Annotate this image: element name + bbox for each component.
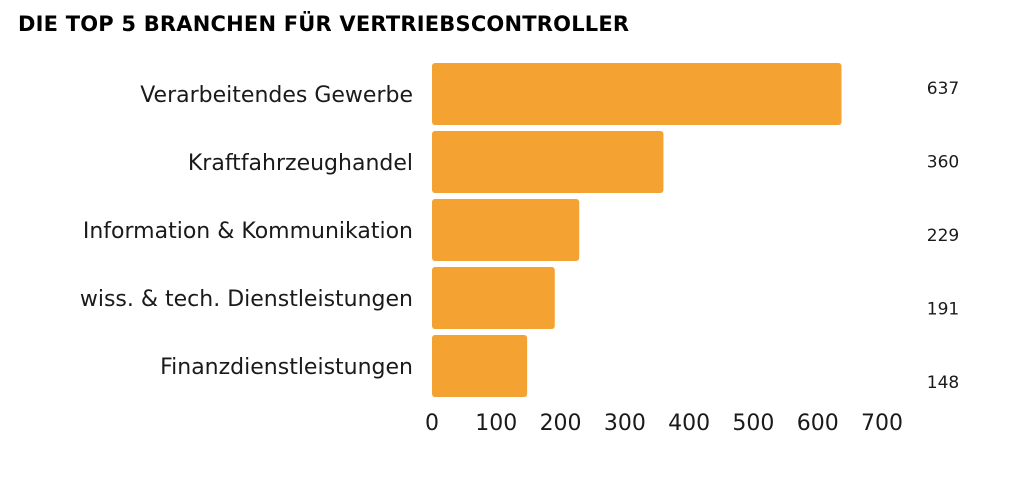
value-labels-group: 637 360 229 191 148 <box>927 79 959 393</box>
x-tick-label: 0 <box>425 411 439 436</box>
category-label: Information & Kommunikation <box>83 219 413 244</box>
x-tick-label: 100 <box>475 411 517 436</box>
value-label: 360 <box>927 153 959 173</box>
x-tick-label: 700 <box>861 411 903 436</box>
value-label: 229 <box>927 226 959 246</box>
bar-0 <box>432 63 842 125</box>
category-labels-group: Verarbeitendes Gewerbe Kraftfahrzeughande… <box>80 83 413 380</box>
category-label: Finanzdienstleistungen <box>160 355 413 380</box>
value-label: 148 <box>927 373 959 393</box>
bar-1 <box>432 131 664 193</box>
category-label: wiss. & tech. Dienstleistungen <box>80 287 413 312</box>
value-label: 637 <box>927 79 959 99</box>
x-tick-label: 300 <box>604 411 646 436</box>
x-tick-label: 400 <box>668 411 710 436</box>
x-tick-label: 500 <box>732 411 774 436</box>
x-axis-ticks-group: 0 100 200 300 400 500 600 700 <box>425 411 903 436</box>
bar-4 <box>432 335 528 397</box>
x-tick-label: 200 <box>540 411 582 436</box>
value-label: 191 <box>927 300 959 320</box>
bar-3 <box>432 267 555 329</box>
bar-2 <box>432 199 580 261</box>
chart-title: DIE TOP 5 BRANCHEN FÜR VERTRIEBSCONTROLL… <box>18 12 630 36</box>
bars-group <box>432 63 842 397</box>
category-label: Kraftfahrzeughandel <box>188 151 413 176</box>
x-tick-label: 600 <box>797 411 839 436</box>
category-label: Verarbeitendes Gewerbe <box>140 83 413 108</box>
